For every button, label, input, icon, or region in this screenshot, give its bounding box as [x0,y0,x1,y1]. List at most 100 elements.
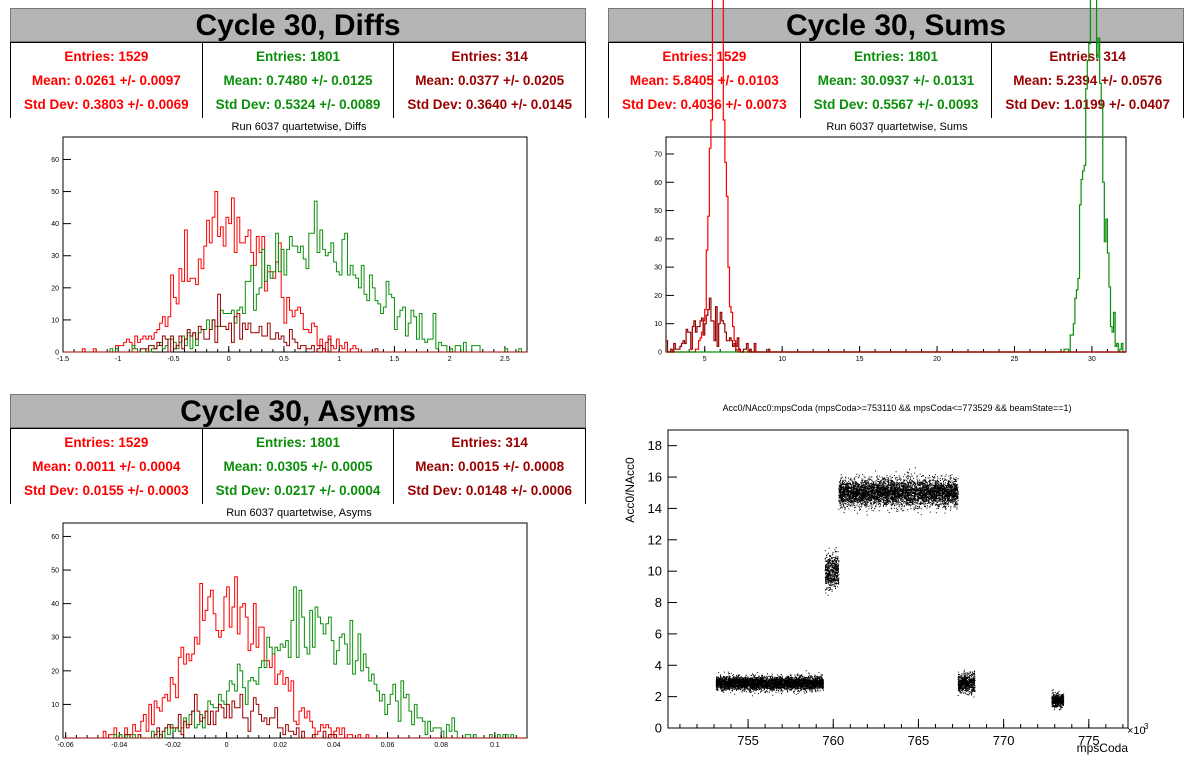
x-tick-label: 0.1 [490,742,500,749]
stat-std: Std Dev: 0.5324 +/- 0.0089 [215,96,381,112]
x-tick-label: 2.5 [500,356,510,363]
x-tick-label: 0.5 [279,356,289,363]
stat-mean: Mean: 0.0377 +/- 0.0205 [415,72,565,88]
sums-panel: Cycle 30, Sums Entries: 1529 Mean: 5.840… [598,0,1196,386]
x-tick-label: 755 [737,733,759,748]
stat-std: Std Dev: 0.0155 +/- 0.0003 [23,482,189,498]
y-tick-label: 8 [655,595,662,610]
x-tick-label: 0 [227,356,231,363]
asyms-stats-box: Entries: 1529 Mean: 0.0011 +/- 0.0004 St… [10,428,586,504]
y-tick-label: 40 [51,601,59,608]
y-tick-label: 20 [654,293,662,300]
y-tick-label: 50 [654,208,662,215]
x-tick-label: 15 [856,356,864,363]
asyms-histogram: -0.06 -0.04 -0.02 0 0.02 0.04 0.06 0.08 0.1 0 10 20… [51,522,528,749]
y-tick-label: 14 [648,501,662,516]
y-tick-label: 60 [51,534,59,541]
stat-mean: Mean: 5.8405 +/- 0.0103 [629,72,779,88]
stat-std: Std Dev: 0.4036 +/- 0.0073 [621,96,787,112]
y-tick-label: 10 [648,564,662,579]
stat-std: Std Dev: 0.5567 +/- 0.0093 [813,96,979,112]
stat-entries: Entries: 1801 [255,49,341,65]
x-tick-label: 0.04 [327,742,341,749]
asyms-title: Cycle 30, Asyms [10,394,586,428]
x-tick-label: 1.5 [390,356,400,363]
asyms-stats-series0: Entries: 1529 Mean: 0.0011 +/- 0.0004 St… [11,429,203,504]
x-tick-label: 760 [822,733,844,748]
y-tick-label: 0 [658,350,662,357]
stat-entries: Entries: 1529 [64,49,149,65]
x-tick-label: 0.02 [273,742,287,749]
y-tick-label: 4 [655,658,662,673]
diffs-stats-series1: Entries: 1801 Mean: 0.7480 +/- 0.0125 St… [203,43,395,118]
y-tick-label: 10 [654,321,662,328]
stat-entries: Entries: 1529 [662,49,747,65]
stat-std: Std Dev: 0.0217 +/- 0.0004 [215,482,381,498]
x-tick-label: 0.06 [381,742,395,749]
y-tick-label: 0 [55,350,59,357]
y-tick-label: 20 [51,668,59,675]
y-tick-label: 0 [655,721,662,736]
stat-entries: Entries: 1801 [853,49,939,65]
x-tick-label: -0.02 [165,742,181,749]
y-tick-label: 30 [51,253,59,260]
scatter-frame [667,429,1129,729]
stat-entries: Entries: 1529 [64,435,149,451]
y-tick-label: 18 [648,438,662,453]
x-tick-label: 0.08 [434,742,448,749]
histogram-series-0 [666,0,1126,353]
y-tick-label: 70 [654,151,662,158]
histogram-series-0 [63,576,527,739]
y-tick-label: 10 [51,702,59,709]
histogram-series-2 [666,297,1126,353]
y-tick-label: 40 [51,221,59,228]
stat-entries: Entries: 314 [451,49,528,65]
y-tick-label: 20 [51,285,59,292]
diffs-histogram: -1.5 -1 -0.5 0 0.5 1 1.5 2 2.5 0 10 20 30 40 50 60 [51,136,528,363]
plot-frame [665,136,1127,353]
sums-stats-series1: Entries: 1801 Mean: 30.0937 +/- 0.0131 S… [801,43,993,118]
stat-entries: Entries: 1801 [255,435,341,451]
y-tick-label: 12 [648,532,662,547]
stat-mean: Mean: 0.0015 +/- 0.0008 [415,458,565,474]
x-tick-label: -1 [115,356,121,363]
stat-std: Std Dev: 0.3803 +/- 0.0069 [23,96,189,112]
diffs-stats-series0: Entries: 1529 Mean: 0.0261 +/- 0.0097 St… [11,43,203,118]
sums-histogram: 5 10 15 20 25 30 0 10 20 30 40 50 60 70 [654,0,1127,363]
x-tick-label: -0.04 [111,742,127,749]
y-tick-label: 50 [51,189,59,196]
x-tick-label: 2 [448,356,452,363]
asyms-stats-series2: Entries: 314 Mean: 0.0015 +/- 0.0008 Std… [394,429,585,504]
scatter-panel: Acc0/NAcc0:mpsCoda (mpsCoda>=753110 && m… [598,386,1196,772]
y-tick-label: 16 [648,470,662,485]
histogram-series-2 [63,293,527,353]
stat-std: Std Dev: 1.0199 +/- 0.0407 [1005,96,1171,112]
stat-entries: Entries: 314 [451,435,528,451]
x-tick-label: 770 [993,733,1015,748]
histogram-series-1 [63,200,527,353]
x-axis-label: mpsCoda [1077,741,1129,755]
stat-std: Std Dev: 0.0148 +/- 0.0006 [407,482,573,498]
stat-mean: Mean: 0.7480 +/- 0.0125 [223,72,373,88]
x-tick-label: 1 [337,356,341,363]
y-tick-label: 30 [51,635,59,642]
x-tick-label: 20 [933,356,941,363]
sums-title: Cycle 30, Sums [608,8,1184,42]
y-tick-label: 0 [55,736,59,743]
x-axis-multiplier: ×10 [1127,725,1146,737]
y-tick-label: 50 [51,568,59,575]
x-tick-label: 0 [225,742,229,749]
diffs-stats-box: Entries: 1529 Mean: 0.0261 +/- 0.0097 St… [10,42,586,118]
sums-subtitle: Run 6037 quartetwise, Sums [826,121,968,133]
plot-frame [62,522,528,739]
diffs-panel: Cycle 30, Diffs Entries: 1529 Mean: 0.02… [0,0,598,386]
x-tick-label: 30 [1088,356,1096,363]
x-tick-label: 775 [1078,733,1100,748]
y-tick-label: 6 [655,626,662,641]
y-tick-label: 60 [654,180,662,187]
y-tick-label: 60 [51,157,59,164]
plot-frame [62,136,528,353]
histogram-series-1 [666,0,1126,353]
x-tick-label: -0.5 [167,356,179,363]
histogram-series-2 [63,693,527,739]
